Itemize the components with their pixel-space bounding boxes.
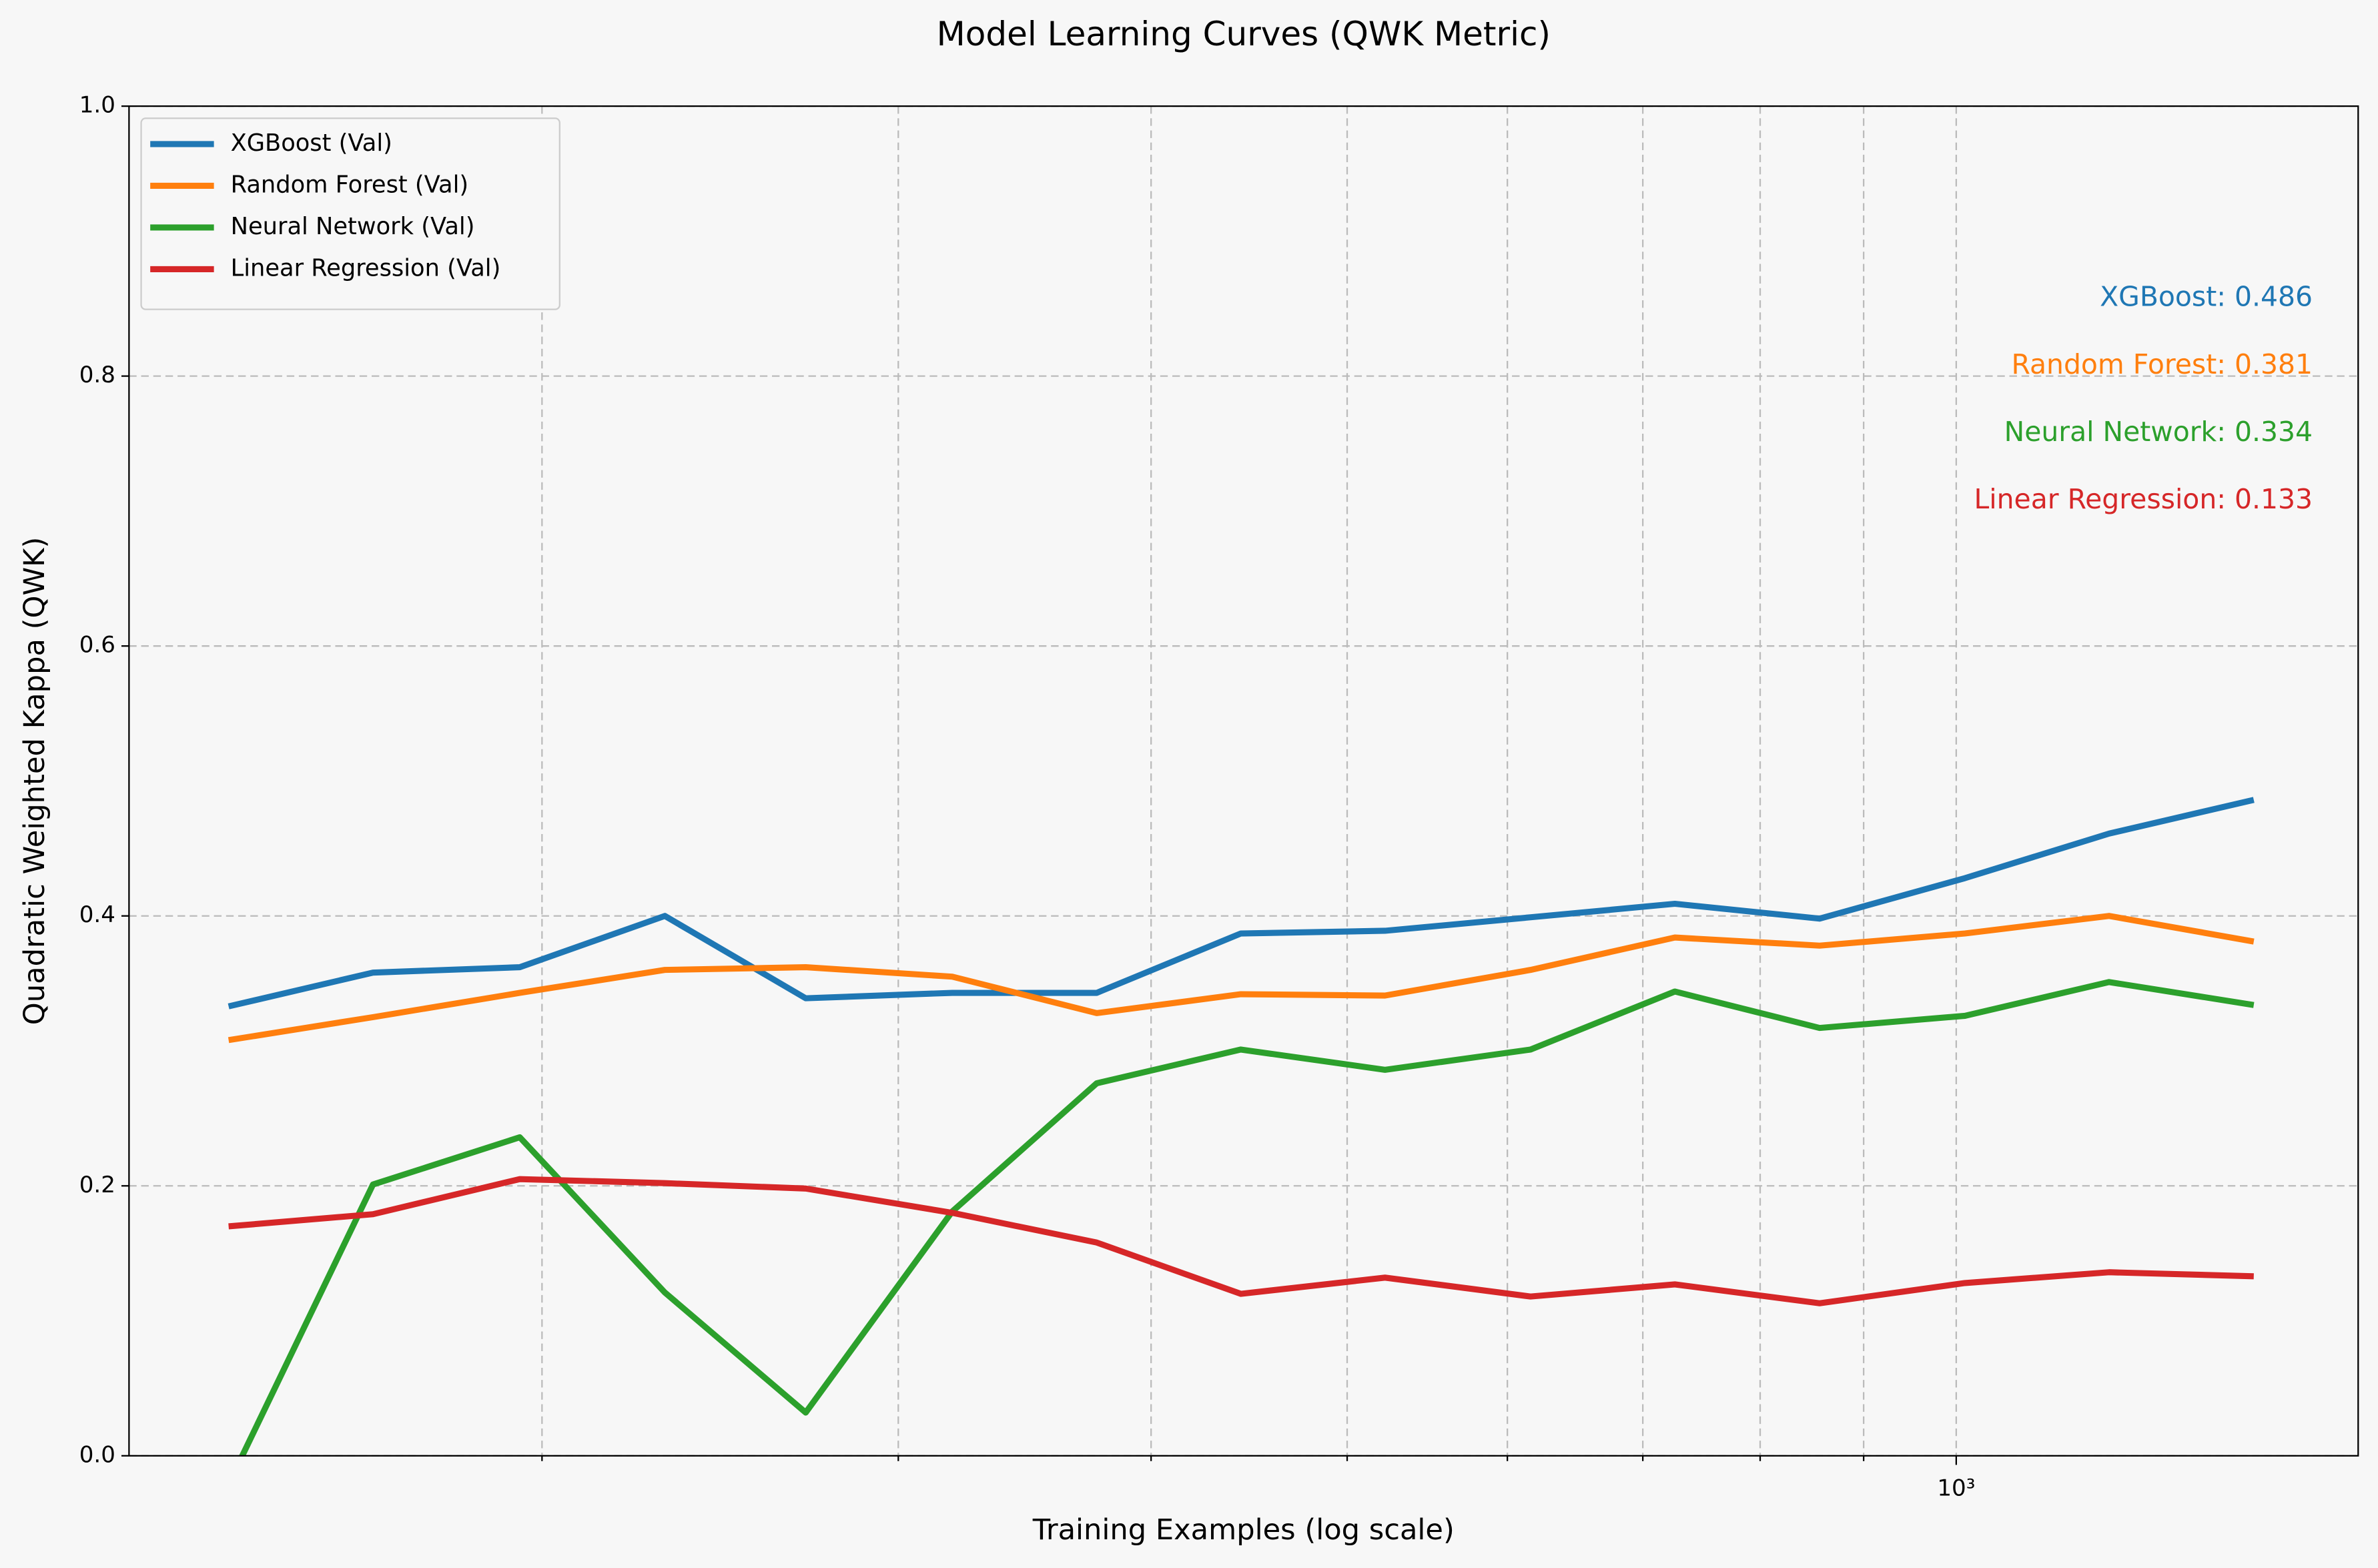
y-tick-label: 0.0 <box>79 1441 115 1468</box>
y-tick-label: 0.2 <box>79 1172 115 1198</box>
legend-label: Neural Network (Val) <box>231 213 475 240</box>
plot-area <box>228 797 2255 1456</box>
series-line <box>228 913 2255 1044</box>
y-tick-label: 1.0 <box>79 92 115 119</box>
legend-box <box>140 117 560 310</box>
x-axis-label: Training Examples (log scale) <box>1032 1513 1455 1547</box>
legend-label: Linear Regression (Val) <box>231 254 501 282</box>
annotation: Neural Network: 0.334 <box>2004 416 2313 448</box>
y-axis-label: Quadratic Weighted Kappa (QWK) <box>18 537 51 1026</box>
y-tick-label: 0.6 <box>79 632 115 659</box>
y-tick-label: 0.4 <box>79 901 115 928</box>
y-tick-label: 0.8 <box>79 362 115 388</box>
plot-frame <box>128 105 2359 1457</box>
plot-background <box>129 106 2359 1456</box>
annotation: Linear Regression: 0.133 <box>1974 483 2313 515</box>
legend-label: Random Forest (Val) <box>231 171 469 198</box>
annotation: XGBoost: 0.486 <box>2100 281 2313 313</box>
series-line <box>239 979 2255 1456</box>
annotation: Random Forest: 0.381 <box>2011 348 2313 380</box>
x-tick-label: 10³ <box>1937 1475 1975 1501</box>
series-line <box>228 797 2255 1010</box>
series-line <box>228 1176 2254 1306</box>
chart-title: Model Learning Curves (QWK Metric) <box>937 15 1551 53</box>
legend-label: XGBoost (Val) <box>231 129 392 157</box>
